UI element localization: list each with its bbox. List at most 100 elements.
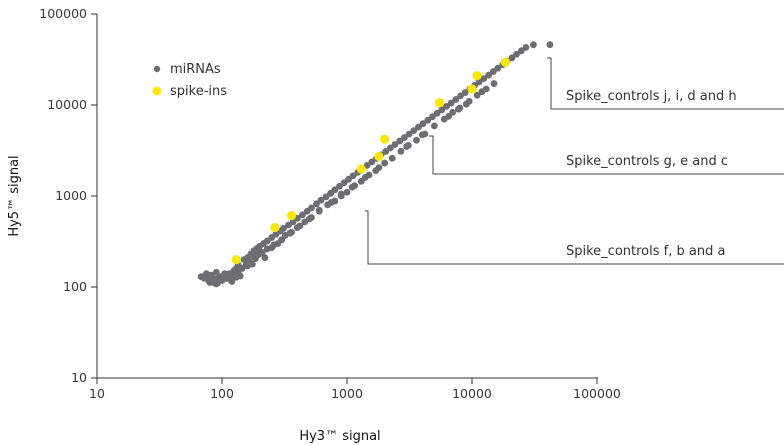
x-tick-label: 100000 [573,386,621,401]
mirna-point [305,215,313,223]
mirna-point [478,88,486,96]
x-tick-label: 100 [210,386,234,401]
mirna-point [445,112,453,120]
mirna-point [308,204,315,212]
mirna-point [381,159,389,167]
mirna-point [424,116,432,124]
mirna-point [455,105,462,113]
mirna-point [418,131,426,139]
annotation-bracket-1 [547,57,784,110]
spike-in-point [434,98,445,108]
mirna-point [485,71,493,79]
mirna-point [228,278,236,285]
mirna-point [336,182,343,190]
mirna-point [386,144,394,152]
spike-in-point [231,255,241,265]
mirna-point [299,211,306,219]
y-tick-label: 10000 [47,97,87,112]
mirna-point [494,64,502,72]
legend: miRNAs spike-ins [152,62,227,99]
spike-in-point [380,134,390,144]
legend-marker-mirnas [153,65,161,73]
x-tick-label: 10 [89,386,105,401]
mirna-point [397,147,405,155]
mirna-point [317,196,325,204]
mirna-point [438,106,446,114]
mirna-point [258,249,266,256]
mirna-point [517,47,525,55]
mirna-point [530,41,537,49]
mirna-point [348,183,356,191]
mirna-point [263,245,271,253]
annotation-group-1: Spike_controls j, i, d and h [547,57,784,110]
mirna-point [396,137,404,145]
mirna-point [296,222,304,230]
mirna-point [546,41,554,49]
mirna-point [363,161,371,169]
mirna-point [403,143,411,150]
annotation-group-3: Spike_controls f, b and a [365,210,784,265]
mirna-point [327,199,335,206]
mirna-point [410,127,418,135]
mirna-point [226,272,233,280]
mirna-point [388,154,396,162]
mirna-point [278,236,286,244]
mirna-point [248,260,256,268]
y-ticks: 10 100 1000 10000 100000 [39,6,97,385]
spike-in-point [270,222,280,233]
data-points [197,41,554,288]
mirna-point [337,190,345,198]
spike-in-point [467,84,477,94]
spike-in-point [356,164,366,174]
mirna-point [461,89,469,96]
x-tick-label: 10000 [452,386,492,401]
y-tick-label: 1000 [55,188,87,203]
mirna-point [413,136,420,144]
y-tick-label: 10 [71,370,87,385]
legend-label-spike-ins: spike-ins [170,84,227,99]
mirna-point [270,241,278,249]
mirna-point [429,113,436,121]
legend-marker-spike-ins [152,86,162,96]
y-tick-label: 100000 [39,6,87,21]
mirna-point [452,96,460,103]
annotation-label-2: Spike_controls g, e and c [566,154,728,169]
annotation-label-1: Spike_controls j, i, d and h [566,89,737,104]
mirna-point [522,43,530,51]
y-axis-title: Hy5™ signal [7,155,22,236]
mirna-point [447,99,455,107]
mirna-point [433,109,441,117]
mirna-point [286,229,294,237]
x-tick-label: 1000 [331,386,363,401]
mirna-point [465,97,473,105]
mirna-point [218,275,226,283]
mirna-point [405,130,413,138]
mirna-point [343,188,351,196]
annotation-bracket-3 [365,210,784,265]
annotation-group-2: Spike_controls g, e and c [429,135,784,175]
mirna-point [361,174,369,181]
mirna-point [401,134,408,141]
mirna-point [375,164,383,172]
spike-in-point [374,151,384,162]
spike-in-point [286,210,297,221]
annotation-label-3: Spike_controls f, b and a [566,244,725,259]
mirna-point [368,158,376,166]
legend-label-mirnas: miRNAs [170,62,221,77]
mirna-point [313,200,320,208]
mirna-point [430,122,438,130]
x-ticks: 10 100 1000 10000 100000 [89,378,621,401]
mirna-point [490,80,498,87]
mirna-point [212,280,220,288]
mirna-point [315,207,323,215]
mirna-point [261,254,269,262]
spike-in-point [472,71,482,81]
mirna-point [513,50,520,58]
x-axis-title: Hy3™ signal [299,429,380,444]
mirna-point [419,120,427,128]
mirna-point [280,225,287,232]
mirna-point [331,186,339,194]
mirna-point [480,75,488,83]
y-tick-label: 100 [63,279,87,294]
